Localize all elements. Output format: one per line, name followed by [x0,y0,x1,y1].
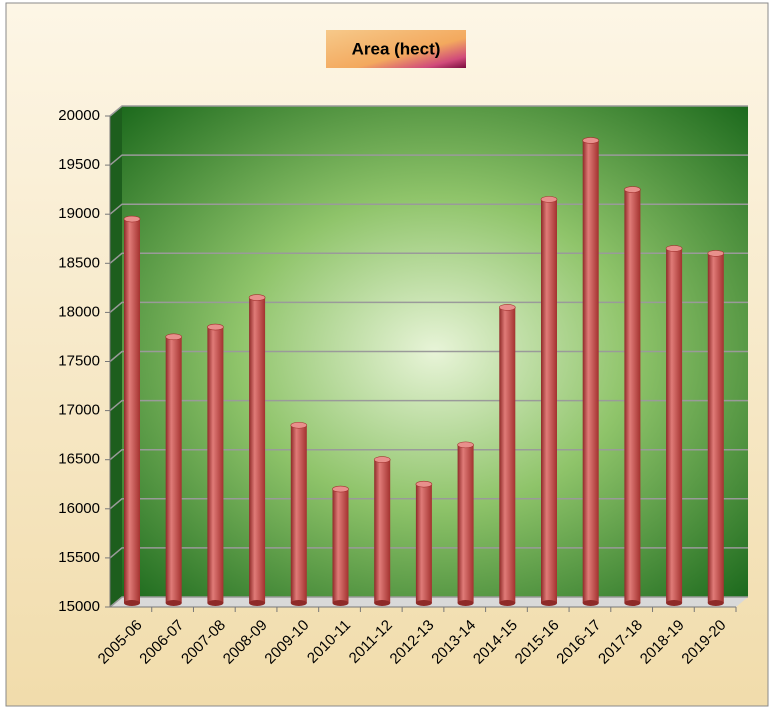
bar [290,425,307,603]
bar-top [165,333,182,341]
bar [582,140,599,603]
bar-top [248,294,266,301]
grid-line [109,301,748,313]
y-tick-label: 15000 [58,598,100,615]
y-tick-label: 17500 [58,352,100,369]
bar-top [540,196,558,203]
bar-bottom [582,600,599,606]
bar [207,327,224,603]
bar [457,444,474,603]
bar-top [582,137,600,144]
y-tick-label: 16500 [58,451,100,468]
y-tick-label: 16000 [58,500,100,517]
bar-bottom [499,600,516,606]
bar-top [457,441,474,449]
grid-line [109,448,748,461]
grid-line [109,105,748,117]
chart-title: Area (hect) [352,39,441,58]
y-tick-label: 18000 [58,303,100,320]
grid-line [109,350,748,363]
bar-top [332,485,349,493]
bar-bottom [666,600,683,606]
y-tick-label: 17000 [58,402,100,419]
grid-line [109,596,748,608]
bar [249,297,266,603]
grid-line [109,203,748,215]
grid-line [109,154,748,166]
bar-top [498,304,516,311]
bar [499,307,516,603]
bar-top [707,250,725,257]
bar-top [665,245,683,252]
bar [124,219,140,603]
bar-top [415,480,433,488]
bar-top [207,323,224,331]
grid-line [109,399,748,412]
y-tick-label: 20000 [58,107,100,124]
bar-bottom [624,600,641,606]
bar-bottom [457,600,474,606]
bar [541,199,557,603]
y-tick-label: 19500 [58,156,100,173]
bar-top [624,186,641,193]
grid-line [109,547,748,559]
bar-bottom [290,600,307,606]
bar-bottom [707,600,724,606]
bar [332,489,349,603]
y-tick-label: 15500 [58,549,100,566]
bar [624,189,641,603]
bar [165,336,182,603]
title-box [326,30,466,68]
bar-bottom [249,600,266,606]
grid-line [109,252,748,264]
bar-bottom [124,600,140,606]
bar-bottom [207,600,224,606]
bar-bottom [332,600,349,606]
bar [707,253,724,603]
bar-top [123,215,141,223]
bar-bottom [415,600,432,606]
grid-line [109,498,748,510]
y-tick-label: 19000 [58,205,100,222]
bar-bottom [165,600,182,606]
bar-top [373,456,391,463]
bar [666,248,683,604]
bar [415,484,432,603]
bar-top [290,421,308,429]
y-tick-label: 18500 [58,254,100,271]
bar-bottom [374,600,391,606]
bar [374,459,391,603]
bar-bottom [541,600,557,606]
